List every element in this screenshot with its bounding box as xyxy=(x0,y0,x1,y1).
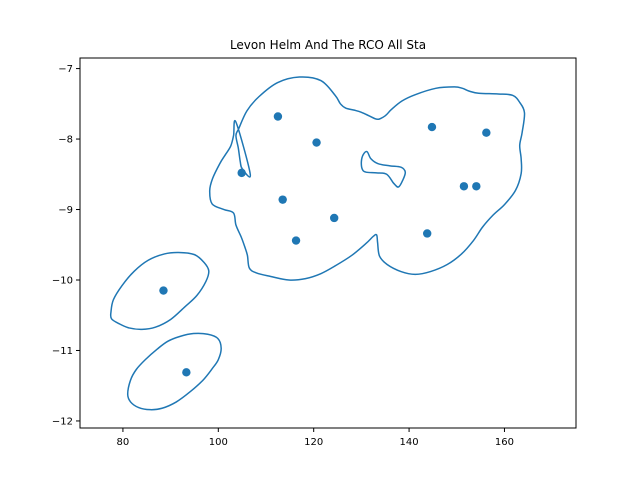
point-layer xyxy=(159,112,491,377)
x-tick-label: 120 xyxy=(304,437,323,448)
scatter-point-12 xyxy=(472,182,481,191)
x-tick-label: 100 xyxy=(209,437,228,448)
x-tick-label: 80 xyxy=(117,437,130,448)
x-axis: 80 100 120 140 160 xyxy=(117,428,514,448)
y-tick-label: −7 xyxy=(58,64,73,75)
scatter-point-1 xyxy=(159,286,168,295)
contour-line-3 xyxy=(109,251,210,331)
contour-layer xyxy=(109,76,526,411)
x-tick-label: 160 xyxy=(495,437,514,448)
x-tick-label: 140 xyxy=(400,437,419,448)
y-tick-label: −12 xyxy=(52,416,73,427)
contour-line-4 xyxy=(126,332,222,411)
y-tick-label: −10 xyxy=(52,276,73,287)
y-tick-label: −11 xyxy=(52,346,73,357)
scatter-point-10 xyxy=(427,122,437,132)
scatter-point-6 xyxy=(291,236,301,245)
y-tick-label: −8 xyxy=(58,135,73,146)
scatter-point-13 xyxy=(482,128,491,137)
scatter-point-5 xyxy=(278,195,287,204)
scatter-point-2 xyxy=(182,368,191,377)
scatter-point-7 xyxy=(312,138,321,147)
contour-line-1 xyxy=(208,76,526,281)
y-tick-label: −9 xyxy=(58,205,73,216)
scatter-point-3 xyxy=(237,168,246,178)
scatter-point-4 xyxy=(273,112,283,121)
contour-line-2 xyxy=(360,150,407,188)
plot-area-frame xyxy=(79,57,577,429)
scatter-point-8 xyxy=(330,213,339,223)
chart-title: Levon Helm And The RCO All Sta xyxy=(230,38,426,52)
y-axis: −7 −8 −9 −10 −11 −12 xyxy=(52,64,80,427)
scatter-point-11 xyxy=(459,182,469,191)
scatter-point-9 xyxy=(423,229,432,238)
